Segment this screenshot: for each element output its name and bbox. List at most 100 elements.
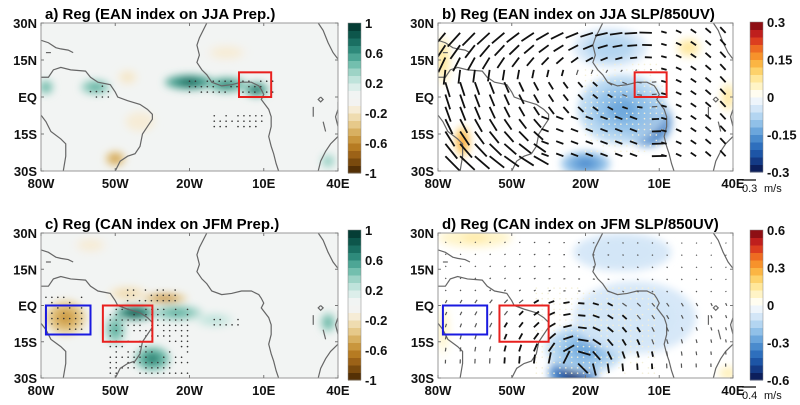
stipple-dot <box>661 85 663 87</box>
panel-title: d) Reg (CAN index on JFM SLP/850UV) <box>442 216 719 233</box>
stipple-dot <box>109 345 112 348</box>
stipple-dot <box>151 372 153 374</box>
coastline <box>712 305 720 312</box>
wind-arrow <box>563 312 571 317</box>
wind-arrow <box>637 105 643 109</box>
wind-arrow <box>695 266 698 269</box>
stipple-dot <box>219 324 221 326</box>
wind-arrow <box>533 81 540 91</box>
stipple-dot <box>608 79 610 82</box>
wind-arrow <box>622 93 628 97</box>
wind-arrow <box>503 289 507 292</box>
stipple-dot <box>107 96 110 98</box>
stipple-dot <box>649 101 652 104</box>
colorbar-segment <box>348 312 361 321</box>
stipple-dot <box>101 90 104 93</box>
stipple-dot <box>101 96 104 98</box>
stipple-dot <box>145 329 147 332</box>
colorbar-segment <box>348 150 361 159</box>
stipple-dot <box>57 328 59 330</box>
wind-arrow <box>704 150 712 157</box>
colorbar-label: -0.3 <box>767 165 789 180</box>
significance-stippling <box>89 80 274 128</box>
stipple-dot <box>132 289 135 291</box>
coastline <box>41 66 153 171</box>
wind-arrow <box>518 277 521 280</box>
stipple-dot <box>647 319 650 321</box>
wind-arrow <box>719 100 727 108</box>
stipple-dot <box>631 69 634 71</box>
reference-vector-unit: m/s <box>764 390 782 402</box>
stipple-dot <box>144 299 147 302</box>
y-tick-label: EQ <box>18 299 37 314</box>
stipple-dot <box>547 351 549 353</box>
wind-arrow <box>614 140 623 145</box>
stipple-dot <box>618 303 620 305</box>
stipple-dot <box>576 303 579 305</box>
wind-arrow <box>597 44 608 49</box>
stipple-dot <box>653 367 656 369</box>
stipple-dot <box>570 329 573 332</box>
wind-arrow <box>680 327 684 332</box>
wind-arrow <box>621 363 625 372</box>
stipple-dot <box>51 323 53 325</box>
wind-arrow <box>614 152 623 158</box>
stipple-dot <box>243 125 245 128</box>
x-tick-label: 10E <box>252 383 275 398</box>
stipple-dot <box>570 351 573 353</box>
stipple-dot <box>612 303 614 305</box>
wind-arrow <box>675 29 682 34</box>
wind-arrow <box>719 125 727 133</box>
stipple-dot <box>559 367 561 369</box>
wind-arrow <box>570 56 579 64</box>
wind-arrow <box>609 31 623 36</box>
stipple-dot <box>618 340 620 343</box>
coastline <box>592 23 675 171</box>
colorbar-segment <box>348 38 361 46</box>
stipple-dot <box>168 299 171 302</box>
stipple-dot <box>51 301 53 304</box>
wind-arrow <box>607 326 614 333</box>
stipple-dot <box>553 361 555 364</box>
wind-arrow <box>695 327 698 331</box>
stipple-dot <box>547 292 549 295</box>
stipple-dot <box>186 345 189 348</box>
colorbar-segment <box>348 165 361 174</box>
stipple-dot <box>535 329 538 332</box>
stipple-dot <box>126 294 129 297</box>
stipple-dot <box>620 101 622 104</box>
stipple-dot <box>242 91 244 93</box>
wind-arrow <box>533 299 540 304</box>
wind-arrow <box>472 69 476 83</box>
stipple-dot <box>647 335 650 337</box>
colorbar-segment <box>750 134 763 143</box>
wind-arrow <box>474 311 478 316</box>
stipple-dot <box>145 345 147 348</box>
stipple-dot <box>653 297 656 300</box>
stipple-dot <box>614 63 616 66</box>
stipple-dot <box>588 319 591 321</box>
colorbar-segment <box>750 297 763 306</box>
stipple-dot <box>647 351 650 353</box>
stipple-dot <box>588 308 591 311</box>
stipple-dot <box>576 329 579 332</box>
stipple-dot <box>126 289 129 291</box>
stipple-dot <box>535 297 538 300</box>
stipple-dot <box>74 317 77 320</box>
stipple-dot <box>186 319 189 321</box>
colorbar-segment <box>750 142 763 150</box>
stipple-dot <box>115 345 118 348</box>
stipple-dot <box>271 91 274 93</box>
stipple-dot <box>612 287 614 289</box>
stipple-dot <box>541 319 544 321</box>
stipple-dot <box>180 372 183 374</box>
stipple-dot <box>584 90 587 93</box>
stipple-dot <box>631 112 634 115</box>
wind-arrow <box>690 127 697 133</box>
colorbar-segment <box>348 365 361 373</box>
wind-arrow <box>629 152 638 158</box>
stipple-dot <box>629 335 632 337</box>
stipple-dot <box>565 297 567 300</box>
stipple-dot <box>641 361 644 364</box>
wind-arrow <box>438 32 447 44</box>
